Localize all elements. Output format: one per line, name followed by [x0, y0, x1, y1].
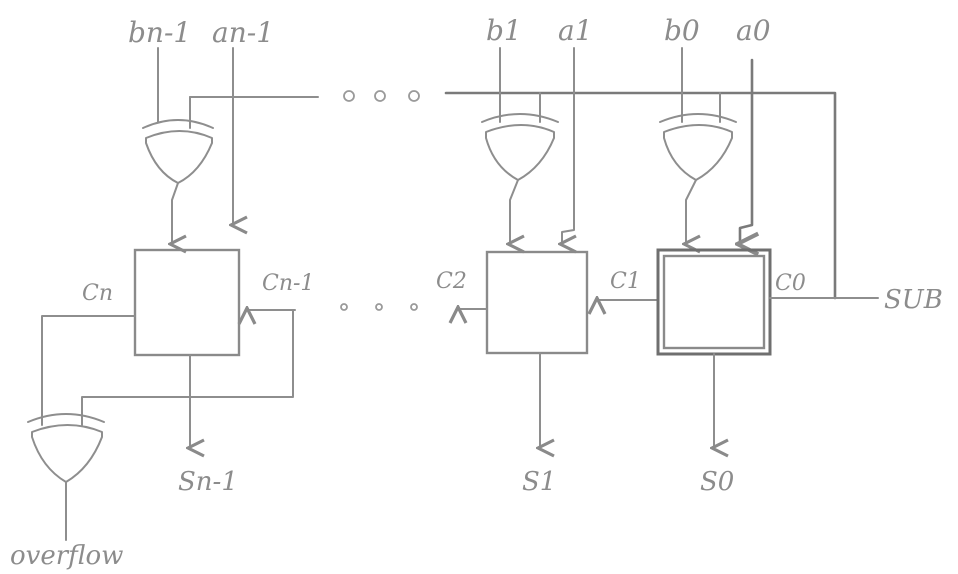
label-b1: b1 [486, 14, 522, 47]
full-adder-n1 [133, 248, 241, 357]
label-b-n1: bn-1 [128, 16, 191, 49]
ellipsis-top-dots [343, 90, 420, 102]
label-sum-n1: Sn-1 [178, 467, 238, 497]
xor-out-1 [510, 179, 518, 244]
xor-out-n1 [172, 182, 178, 244]
label-a1: a1 [558, 14, 593, 47]
carry-n1-to-overflow [81, 309, 294, 426]
carry-out-n [41, 315, 136, 426]
label-carry-n: Cn [82, 281, 113, 306]
wire-a1 [562, 47, 574, 244]
label-a0: a0 [736, 14, 771, 47]
label-carry-n1: Cn-1 [262, 271, 314, 296]
label-b0: b0 [664, 14, 700, 47]
sub-line-right [444, 91, 837, 300]
xor-out-0 [686, 179, 696, 244]
label-carry-1: C1 [610, 269, 641, 294]
full-adder-1 [485, 250, 589, 355]
wire-a0 [740, 58, 752, 244]
label-sub: SUB [884, 285, 943, 315]
xor-gate-0 [659, 113, 737, 181]
label-carry-2: C2 [436, 269, 467, 294]
label-a-n1: an-1 [212, 16, 274, 49]
full-adder-0-inner [662, 254, 766, 350]
xor-gate-1 [481, 113, 559, 181]
xor-gate-n1 [142, 119, 214, 184]
label-sum-0: S0 [700, 467, 734, 497]
full-adder-0 [656, 248, 772, 356]
label-overflow: overflow [10, 541, 123, 571]
ellipsis-middle-dots [340, 303, 418, 311]
xor-gate-overflow [27, 413, 105, 483]
label-sum-1: S1 [522, 467, 556, 497]
label-carry-0: C0 [775, 271, 806, 296]
